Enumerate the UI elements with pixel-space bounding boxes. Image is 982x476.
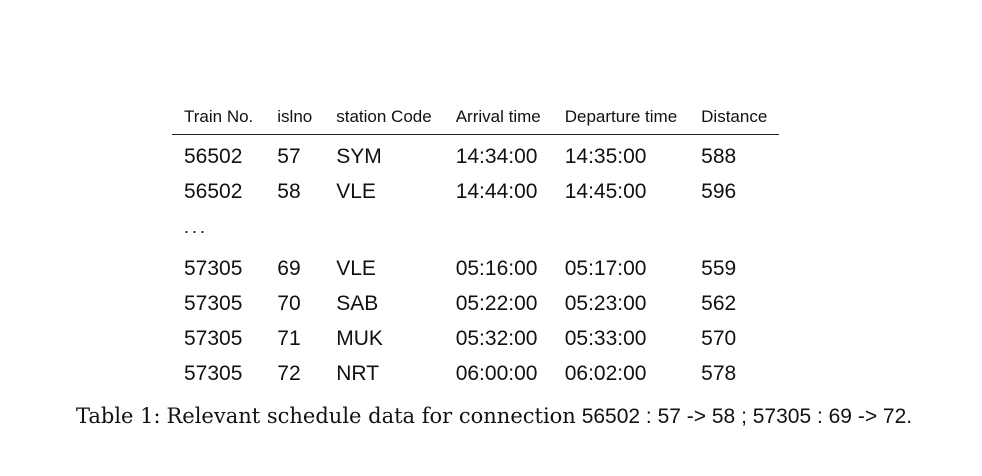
cell-station-code: VLE xyxy=(336,179,376,203)
cell-train-no: 57305 xyxy=(184,291,243,315)
header-departure-time: Departure time xyxy=(552,104,690,135)
cell-station-code: SYM xyxy=(336,144,382,168)
cell-islno: 69 xyxy=(277,256,301,280)
cell-station-code: NRT xyxy=(336,361,380,385)
cell-station-code: VLE xyxy=(336,256,376,280)
cell-distance: 588 xyxy=(701,144,737,168)
cell-distance: 562 xyxy=(701,291,737,315)
cell-distance: 596 xyxy=(701,179,737,203)
cell-train-no: 57305 xyxy=(184,361,243,385)
cell-departure-time: 05:17:00 xyxy=(564,256,647,280)
cell-distance: 570 xyxy=(701,326,737,350)
ellipsis-cell: ... xyxy=(184,216,209,237)
header-station-code: station Code xyxy=(324,104,444,135)
empty-cell xyxy=(324,209,443,251)
cell-train-no: 56502 xyxy=(184,179,243,203)
table-row: 57305 71 MUK 05:32:00 05:33:00 570 xyxy=(172,321,779,356)
empty-cell xyxy=(265,209,324,251)
cell-departure-time: 05:33:00 xyxy=(564,326,647,350)
caption-label: Table 1: xyxy=(76,404,161,428)
table-body: 56502 57 SYM 14:34:00 14:35:00 588 56502… xyxy=(172,135,779,392)
cell-arrival-time: 05:22:00 xyxy=(455,291,538,315)
schedule-table-container: Train No. islno station Code Arrival tim… xyxy=(172,104,780,392)
table-row: 57305 69 VLE 05:16:00 05:17:00 559 xyxy=(172,251,779,286)
cell-train-no: 57305 xyxy=(184,326,243,350)
cell-islno: 58 xyxy=(277,179,301,203)
cell-departure-time: 06:02:00 xyxy=(564,361,647,385)
cell-train-no: 56502 xyxy=(184,144,243,168)
cell-islno: 71 xyxy=(277,326,301,350)
cell-distance: 559 xyxy=(701,256,737,280)
cell-arrival-time: 06:00:00 xyxy=(455,361,538,385)
table-caption: Table 1: Relevant schedule data for conn… xyxy=(76,404,912,429)
empty-cell xyxy=(444,209,553,251)
cell-arrival-time: 14:44:00 xyxy=(455,179,538,203)
cell-distance: 578 xyxy=(701,361,737,385)
cell-station-code: MUK xyxy=(336,326,383,350)
cell-departure-time: 05:23:00 xyxy=(564,291,647,315)
cell-islno: 70 xyxy=(277,291,301,315)
header-row: Train No. islno station Code Arrival tim… xyxy=(172,104,780,135)
empty-cell xyxy=(689,209,779,251)
cell-arrival-time: 05:32:00 xyxy=(455,326,538,350)
cell-arrival-time: 14:34:00 xyxy=(455,144,538,168)
header-distance: Distance xyxy=(689,104,780,135)
cell-station-code: SAB xyxy=(336,291,379,315)
caption-text: Relevant schedule data for connection xyxy=(166,404,576,428)
empty-cell xyxy=(553,209,689,251)
ellipsis-row: ... xyxy=(172,209,779,251)
table-row: 56502 57 SYM 14:34:00 14:35:00 588 xyxy=(172,135,779,175)
schedule-table: Train No. islno station Code Arrival tim… xyxy=(172,104,780,392)
cell-islno: 57 xyxy=(277,144,301,168)
header-arrival-time: Arrival time xyxy=(443,104,553,135)
table-row: 56502 58 VLE 14:44:00 14:45:00 596 xyxy=(172,174,779,209)
table-row: 57305 72 NRT 06:00:00 06:02:00 578 xyxy=(172,356,779,391)
cell-departure-time: 14:45:00 xyxy=(564,179,647,203)
header-train-no: Train No. xyxy=(172,104,266,135)
cell-islno: 72 xyxy=(277,361,301,385)
caption-connections: 56502 : 57 -> 58 ; 57305 : 69 -> 72. xyxy=(581,405,913,428)
cell-train-no: 57305 xyxy=(184,256,243,280)
header-islno: islno xyxy=(265,104,325,135)
cell-departure-time: 14:35:00 xyxy=(564,144,647,168)
table-header: Train No. islno station Code Arrival tim… xyxy=(172,104,780,135)
table-row: 57305 70 SAB 05:22:00 05:23:00 562 xyxy=(172,286,779,321)
cell-arrival-time: 05:16:00 xyxy=(455,256,538,280)
